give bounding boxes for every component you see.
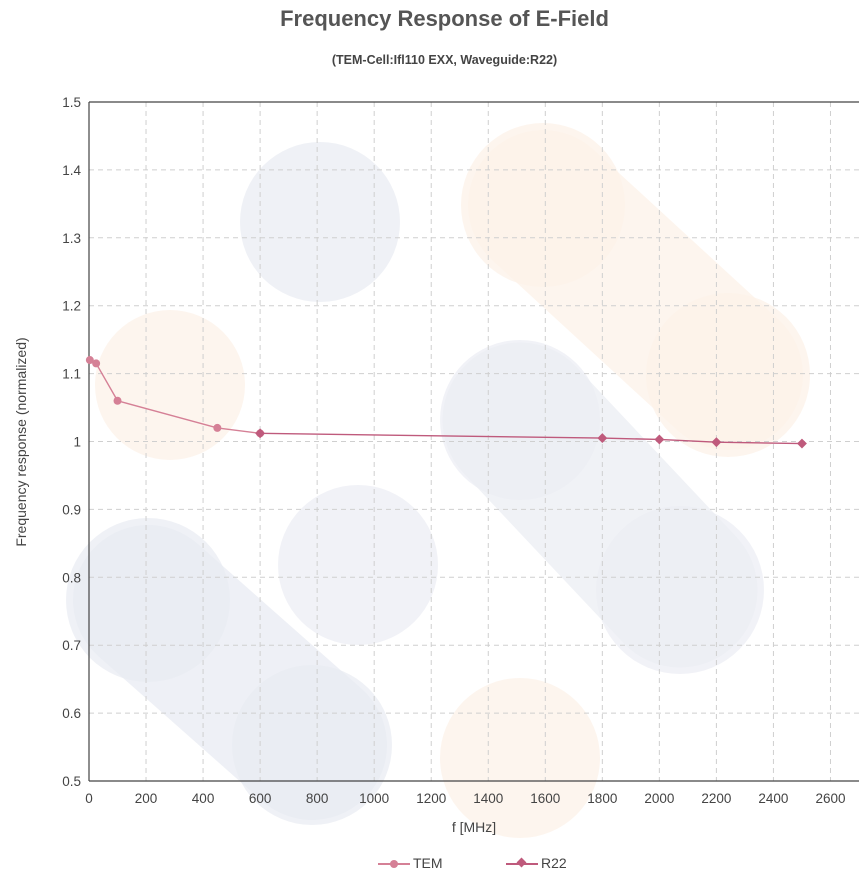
- tick-labels: 0 200 400 600 800 1000 1200 1400 1600 1800 2000 220…: [62, 95, 845, 806]
- legend-label-r22: R22: [541, 855, 567, 871]
- x-tick-label: 800: [306, 791, 329, 806]
- background-decoration: [66, 123, 810, 838]
- data-point-tem[interactable]: [85, 356, 94, 365]
- x-tick-label: 2400: [758, 791, 788, 806]
- y-tick-label: 0.7: [62, 638, 81, 653]
- y-tick-label: 1: [73, 435, 81, 450]
- x-tick-label: 400: [192, 791, 215, 806]
- data-point-r22[interactable]: [597, 433, 608, 444]
- y-tick-label: 0.6: [62, 706, 81, 721]
- chart-title: Frequency Response of E-Field: [280, 6, 609, 31]
- y-tick-label: 1.5: [62, 95, 81, 110]
- axes: [88, 101, 859, 782]
- chart-subtitle: (TEM-Cell:Ifl110 EXX, Waveguide:R22): [331, 53, 558, 67]
- data-point-r22[interactable]: [255, 428, 266, 439]
- y-tick-label: 1.2: [62, 299, 81, 314]
- x-tick-label: 2600: [815, 791, 845, 806]
- legend-item-tem[interactable]: TEM: [378, 855, 443, 871]
- y-tick-label: 0.8: [62, 570, 81, 585]
- x-tick-label: 200: [135, 791, 158, 806]
- x-tick-label: 1000: [359, 791, 389, 806]
- legend-item-r22[interactable]: R22: [506, 855, 567, 871]
- data-point-tem[interactable]: [213, 423, 222, 432]
- y-axis-label: Frequency response (normalized): [13, 337, 29, 546]
- series-layer: [85, 356, 807, 449]
- y-tick-label: 1.4: [62, 163, 81, 178]
- x-tick-label: 1600: [530, 791, 560, 806]
- y-tick-label: 0.5: [62, 774, 81, 789]
- data-point-r22[interactable]: [654, 434, 665, 445]
- legend-swatch-r22: [506, 857, 538, 869]
- x-tick-label: 1400: [473, 791, 503, 806]
- data-point-r22[interactable]: [711, 437, 722, 448]
- y-tick-label: 1.3: [62, 231, 81, 246]
- data-point-r22[interactable]: [797, 438, 807, 449]
- legend-swatch-tem: [378, 857, 410, 869]
- y-tick-label: 1.1: [62, 367, 81, 382]
- x-tick-label: 1800: [587, 791, 617, 806]
- data-point-tem[interactable]: [92, 359, 101, 368]
- x-tick-label: 2200: [701, 791, 731, 806]
- x-tick-label: 600: [249, 791, 272, 806]
- data-point-tem[interactable]: [113, 396, 122, 405]
- x-tick-label: 1200: [416, 791, 446, 806]
- line-chart: 0 200 400 600 800 1000 1200 1400 1600 1800 2000 220…: [13, 95, 859, 838]
- x-tick-label: 0: [85, 791, 93, 806]
- x-axis-label: f [MHz]: [452, 819, 496, 835]
- x-tick-label: 2000: [644, 791, 674, 806]
- y-tick-label: 0.9: [62, 502, 81, 517]
- legend-label-tem: TEM: [413, 855, 443, 871]
